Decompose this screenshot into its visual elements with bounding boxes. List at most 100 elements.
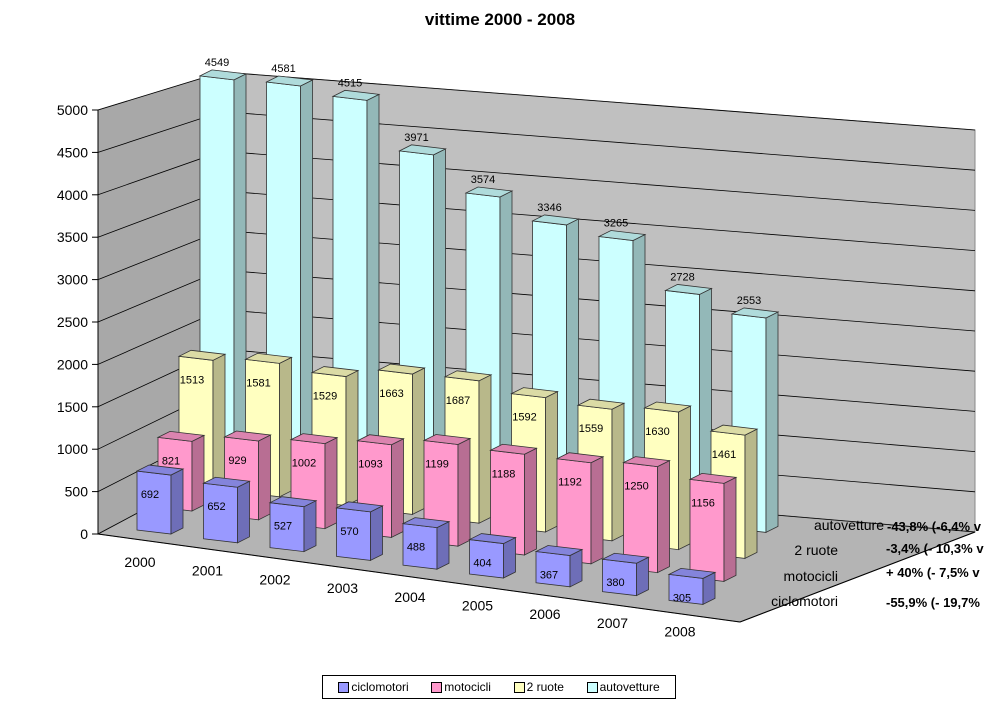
bar-side	[191, 434, 205, 512]
y-tick-label: 4500	[57, 144, 88, 160]
data-label: 3346	[537, 202, 561, 214]
data-label: 1687	[446, 395, 470, 407]
legend-swatch	[338, 681, 350, 693]
bar-side	[366, 93, 380, 481]
legend-item-ciclomotori: ciclomotori	[338, 680, 409, 694]
bar-top	[135, 464, 185, 476]
y-tick-label: 2500	[57, 314, 88, 330]
data-label: 692	[141, 489, 159, 501]
x-tick-label: 2006	[529, 606, 560, 622]
chart-title: vittime 2000 - 2008	[424, 10, 576, 29]
bar-top	[667, 568, 717, 579]
data-label: 4549	[205, 57, 229, 69]
data-label: 488	[407, 542, 425, 554]
data-label: 1529	[313, 391, 337, 403]
y-tick-label: 0	[80, 526, 88, 542]
legend-item-motocicli: motocicli	[431, 680, 491, 694]
data-label: 2728	[670, 271, 694, 283]
bar-side	[300, 79, 313, 472]
bar-side	[303, 500, 317, 553]
data-label: 1559	[579, 423, 603, 435]
bar-top	[510, 387, 559, 399]
data-label: 1581	[246, 377, 270, 389]
legend-item-autovetture: autovetture	[586, 680, 660, 694]
bar-front	[136, 470, 172, 535]
data-label: 1513	[180, 374, 204, 386]
bar-top	[422, 434, 472, 445]
data-label: 4581	[271, 63, 295, 75]
x-tick-label: 2002	[259, 571, 290, 587]
data-label: 1156	[691, 497, 715, 509]
y-tick-label: 1000	[57, 441, 88, 457]
data-label: 1002	[292, 458, 316, 470]
bar-top	[177, 349, 227, 361]
data-label: 1250	[624, 481, 648, 493]
x-tick-label: 2000	[124, 554, 155, 570]
bar-side	[478, 374, 492, 524]
annotation-motocicli: + 40% (- 7,5% v	[886, 565, 980, 580]
bar-top	[597, 230, 647, 241]
bar-side	[233, 73, 247, 463]
legend-label: ciclomotori	[351, 680, 409, 694]
bar-ciclomotori-2008: 305	[667, 568, 717, 606]
bar-top	[531, 214, 580, 226]
bar-top	[688, 472, 738, 484]
bar-top	[709, 424, 759, 436]
bar-motocicli-2005: 1188	[489, 443, 538, 556]
legend-label: motocicli	[444, 680, 491, 694]
data-label: 3265	[604, 218, 628, 230]
bar-motocicli-2006: 1192	[555, 452, 605, 565]
y-tick-label: 5000	[57, 102, 88, 118]
annotation-autovetture: -43,8% (-6,4% v	[887, 519, 982, 534]
bar-side	[237, 480, 250, 544]
legend-swatch	[431, 681, 443, 693]
data-label: 1663	[379, 388, 403, 400]
bar-ciclomotori-2001: 652	[202, 476, 251, 544]
bar-ciclomotori-2004: 488	[401, 517, 451, 570]
x-tick-label: 2007	[597, 615, 628, 631]
bar-side	[170, 468, 184, 535]
legend-label: 2 ruote	[526, 680, 564, 694]
bar-side	[569, 548, 583, 588]
bar-top	[730, 307, 780, 319]
bar-side	[370, 505, 383, 562]
annotation-ciclomotori: -55,9% (- 19,7%	[886, 595, 980, 610]
bar-side	[657, 459, 670, 574]
bar-top	[664, 284, 713, 295]
data-label: 652	[207, 501, 225, 513]
bar-side	[503, 536, 516, 579]
bar-side	[744, 428, 758, 560]
data-label: 1199	[425, 459, 449, 471]
y-tick-label: 3500	[57, 229, 88, 245]
data-label: 527	[274, 521, 292, 533]
bar-top	[244, 352, 293, 364]
bar-top	[223, 430, 272, 442]
data-label: 367	[540, 570, 558, 582]
data-label: 821	[162, 455, 180, 467]
y-tick-label: 1500	[57, 399, 88, 415]
bar-top	[265, 75, 314, 87]
bar-top	[398, 144, 447, 156]
x-tick-label: 2005	[462, 598, 493, 614]
data-label: 404	[473, 558, 491, 570]
bar-top	[331, 89, 381, 101]
data-label: 1188	[492, 468, 516, 480]
data-label: 929	[228, 455, 246, 467]
bar-side	[611, 402, 625, 542]
bar-top	[576, 398, 626, 410]
bar-side	[212, 353, 226, 489]
data-label: 3971	[404, 132, 428, 144]
bar-side	[412, 367, 425, 516]
x-tick-label: 2001	[192, 563, 223, 579]
x-tick-label: 2008	[664, 624, 695, 640]
legend-label: autovetture	[599, 680, 660, 694]
bar-ciclomotori-2006: 367	[534, 545, 584, 588]
bar-side	[723, 476, 737, 583]
data-label: 1461	[712, 449, 736, 461]
data-label: 305	[673, 592, 691, 604]
bar-top	[377, 363, 426, 375]
y-tick-label: 500	[65, 484, 89, 500]
bar-top	[401, 517, 451, 529]
data-label: 4515	[338, 77, 362, 89]
